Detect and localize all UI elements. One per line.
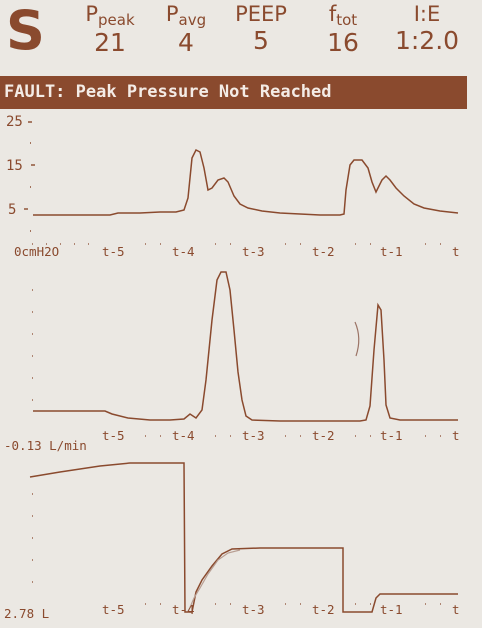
- ppeak-value: 21: [94, 28, 126, 57]
- pavg-value: 4: [178, 28, 194, 57]
- pressure-xaxis: t-5 t-4 t-3 t-2 t-1 t: [32, 243, 460, 259]
- volume-graph: 2.78 L t-5 t-4 t-3 t-2 t-1 t: [4, 462, 460, 621]
- flow-xtick-t-1: t-1: [380, 428, 403, 443]
- pressure-xtick-t-3: t-3: [242, 244, 265, 259]
- ie-ratio-value: 1:2.0: [394, 26, 460, 55]
- volume-yaxis-marks: [32, 493, 33, 583]
- flow-xtick-t-4: t-4: [172, 428, 195, 443]
- volume-waveform-shadow: [187, 549, 241, 613]
- volume-xaxis: t-5 t-4 t-3 t-2 t-1 t: [102, 602, 460, 617]
- flow-xtick-t: t: [452, 428, 460, 443]
- flow-waveform: [33, 271, 458, 422]
- mode-indicator: S: [6, 0, 45, 62]
- pressure-ytick-25: 25: [6, 114, 23, 130]
- param-ftot: ftot 16: [312, 2, 374, 58]
- param-ppeak: Ppeak 21: [70, 2, 150, 58]
- flow-xtick-t-5: t-5: [102, 428, 125, 443]
- volume-xtick-t-2: t-2: [312, 602, 335, 617]
- param-peep: PEEP 5: [226, 2, 296, 56]
- flow-xaxis: t-5 t-4 t-3 t-2 t-1 t: [102, 428, 460, 443]
- flow-yaxis-marks: [32, 289, 33, 401]
- volume-waveform: [29, 462, 458, 613]
- volume-xtick-t-1: t-1: [380, 602, 403, 617]
- pressure-xtick-t-4: t-4: [172, 244, 195, 259]
- pressure-ytick-15: 15: [6, 158, 23, 174]
- flow-graph: -0.13 L/min t-5 t-4 t-3 t-2 t-1 t: [4, 271, 460, 453]
- pressure-ytick-5: 5: [8, 202, 16, 218]
- volume-xtick-t-3: t-3: [242, 602, 265, 617]
- volume-xtick-t-4: t-4: [172, 602, 195, 617]
- flow-xtick-t-2: t-2: [312, 428, 335, 443]
- volume-xtick-t-5: t-5: [102, 602, 125, 617]
- header-bar: S Ppeak 21 Pavg 4 PEEP 5 ftot 16 I:E 1:2…: [0, 0, 482, 74]
- peep-value: 5: [253, 26, 269, 55]
- param-ie-ratio: I:E 1:2.0: [388, 2, 466, 56]
- pressure-waveform: [33, 148, 459, 216]
- pressure-xtick-t-5: t-5: [102, 244, 125, 259]
- flow-unit-label: -0.13 L/min: [4, 438, 87, 453]
- cursor-artifact: [354, 321, 360, 357]
- pressure-graph: 25 15 5 0cmH2O: [6, 114, 460, 259]
- param-pavg: Pavg 4: [156, 2, 216, 58]
- volume-unit-label: 2.78 L: [4, 606, 49, 621]
- pressure-xtick-t: t: [452, 244, 460, 259]
- pressure-xtick-t-2: t-2: [312, 244, 335, 259]
- flow-xtick-t-3: t-3: [242, 428, 265, 443]
- fault-banner: FAULT: Peak Pressure Not Reached: [0, 76, 467, 109]
- pressure-ytick-marks: [24, 121, 35, 232]
- ftot-value: 16: [327, 28, 359, 57]
- pressure-xtick-t-1: t-1: [380, 244, 403, 259]
- pressure-unit-label: 0cmH2O: [14, 244, 59, 259]
- volume-xtick-t: t: [452, 602, 460, 617]
